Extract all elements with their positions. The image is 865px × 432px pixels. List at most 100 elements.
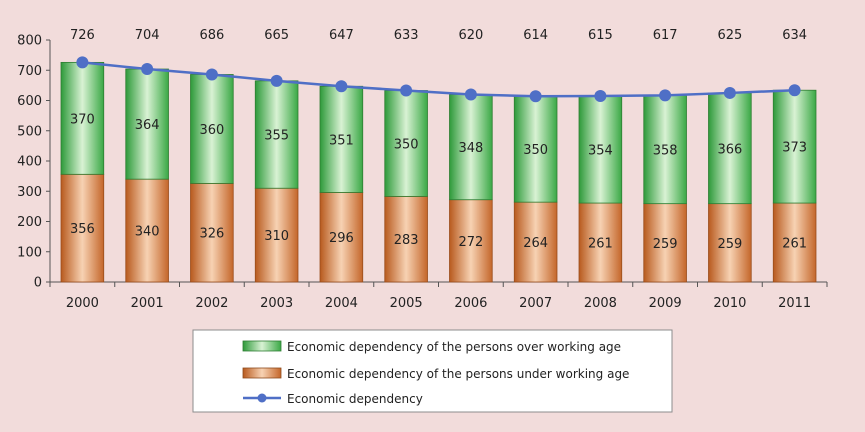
bar-under-working-age bbox=[513, 201, 558, 283]
data-label-over: 360 bbox=[199, 123, 224, 138]
point-economic-dependency bbox=[529, 90, 542, 103]
data-label-over: 364 bbox=[135, 118, 160, 133]
y-tick-label: 600 bbox=[17, 94, 42, 109]
y-tick-label: 800 bbox=[17, 34, 42, 49]
legend-swatch-over bbox=[242, 340, 282, 352]
bar-over-working-age bbox=[578, 95, 623, 204]
data-label-total: 625 bbox=[717, 28, 742, 43]
point-economic-dependency bbox=[788, 84, 801, 97]
bar-under-working-age bbox=[772, 202, 817, 283]
legend-line-marker bbox=[257, 393, 267, 403]
data-label-over: 350 bbox=[523, 143, 548, 158]
legend: Economic dependency of the persons over … bbox=[192, 329, 673, 413]
point-economic-dependency bbox=[76, 56, 89, 69]
bar-under-working-age bbox=[60, 173, 105, 283]
data-label-total: 633 bbox=[394, 28, 419, 43]
data-label-total: 726 bbox=[70, 28, 95, 43]
data-label-over: 354 bbox=[588, 144, 613, 159]
y-tick-label: 700 bbox=[17, 64, 42, 79]
data-label-under: 283 bbox=[394, 233, 419, 248]
data-label-under: 296 bbox=[329, 231, 354, 246]
bar-over-working-age bbox=[643, 94, 687, 205]
bar-over-working-age bbox=[384, 90, 428, 197]
data-label-over: 351 bbox=[329, 133, 354, 148]
legend-label-under: Economic dependency of the persons under… bbox=[287, 367, 629, 381]
data-label-under: 259 bbox=[653, 237, 678, 252]
bar-under-working-age bbox=[578, 202, 623, 283]
point-economic-dependency bbox=[464, 88, 477, 101]
bar-under-working-age bbox=[708, 203, 752, 283]
x-tick-label: 2003 bbox=[260, 296, 293, 311]
x-tick-label: 2009 bbox=[649, 296, 682, 311]
data-label-total: 647 bbox=[329, 28, 354, 43]
data-label-total: 686 bbox=[199, 28, 224, 43]
axis-layer: 0 100 200 300 400 500 600 700 800 2000 2001 2002 200… bbox=[17, 34, 828, 311]
line-economic-dependency bbox=[82, 61, 795, 98]
point-economic-dependency bbox=[141, 63, 154, 76]
bar-under-working-age bbox=[319, 192, 364, 283]
data-label-total: 615 bbox=[588, 28, 613, 43]
data-label-under: 356 bbox=[70, 222, 95, 237]
x-tick-label: 2010 bbox=[713, 296, 746, 311]
data-label-under: 259 bbox=[717, 237, 742, 252]
point-economic-dependency bbox=[400, 84, 413, 97]
data-label-over: 358 bbox=[653, 144, 678, 159]
data-label-over: 350 bbox=[394, 137, 419, 152]
y-tick-label: 100 bbox=[17, 245, 42, 260]
x-tick-label: 2002 bbox=[195, 296, 228, 311]
point-economic-dependency bbox=[723, 86, 736, 99]
legend-label-over: Economic dependency of the persons over … bbox=[287, 340, 621, 354]
data-label-under: 326 bbox=[199, 227, 224, 242]
x-tick-label: 2006 bbox=[454, 296, 487, 311]
data-label-over: 370 bbox=[70, 112, 95, 127]
bar-layer bbox=[60, 61, 817, 283]
line-layer bbox=[76, 56, 801, 103]
x-tick-label: 2007 bbox=[519, 296, 552, 311]
bar-over-working-age bbox=[708, 92, 752, 205]
label-layer: 356 370 340 364 326 360 310 355 296 351 283 350 272 3… bbox=[70, 28, 807, 252]
bar-under-working-age bbox=[384, 195, 428, 283]
data-label-under: 261 bbox=[782, 237, 807, 252]
legend-label-total: Economic dependency bbox=[287, 392, 423, 406]
data-label-total: 620 bbox=[458, 28, 483, 43]
x-tick-label: 2000 bbox=[66, 296, 99, 311]
data-label-under: 310 bbox=[264, 229, 289, 244]
data-label-total: 704 bbox=[135, 28, 160, 43]
bar-over-working-age bbox=[772, 89, 817, 204]
data-label-total: 617 bbox=[653, 28, 678, 43]
bar-over-working-age bbox=[190, 74, 234, 184]
x-tick-label: 2008 bbox=[584, 296, 617, 311]
y-tick-label: 400 bbox=[17, 155, 42, 170]
data-label-under: 340 bbox=[135, 225, 160, 240]
point-economic-dependency bbox=[205, 68, 218, 81]
x-tick-label: 2001 bbox=[131, 296, 164, 311]
y-tick-label: 0 bbox=[34, 276, 42, 291]
point-economic-dependency bbox=[659, 89, 672, 102]
data-label-over: 373 bbox=[782, 141, 807, 156]
bar-under-working-age bbox=[190, 182, 234, 283]
data-label-total: 614 bbox=[523, 28, 548, 43]
bar-over-working-age bbox=[319, 85, 364, 193]
data-label-total: 634 bbox=[782, 28, 807, 43]
y-tick-label: 300 bbox=[17, 185, 42, 200]
bar-over-working-age bbox=[513, 95, 558, 203]
x-tick-label: 2005 bbox=[390, 296, 423, 311]
data-label-under: 264 bbox=[523, 236, 548, 251]
bar-over-working-age bbox=[60, 61, 105, 175]
data-label-under: 272 bbox=[458, 235, 483, 250]
data-label-total: 665 bbox=[264, 28, 289, 43]
bar-under-working-age bbox=[643, 203, 687, 283]
data-label-over: 355 bbox=[264, 129, 289, 144]
y-tick-label: 500 bbox=[17, 124, 42, 139]
legend-swatch-under bbox=[242, 367, 282, 379]
data-label-over: 366 bbox=[717, 142, 742, 157]
data-label-over: 348 bbox=[458, 141, 483, 156]
point-economic-dependency bbox=[270, 74, 283, 87]
bar-over-working-age bbox=[449, 94, 493, 201]
x-tick-label: 2011 bbox=[778, 296, 811, 311]
y-tick-label: 200 bbox=[17, 215, 42, 230]
point-economic-dependency bbox=[335, 80, 348, 93]
point-economic-dependency bbox=[594, 89, 607, 102]
data-label-under: 261 bbox=[588, 237, 613, 252]
